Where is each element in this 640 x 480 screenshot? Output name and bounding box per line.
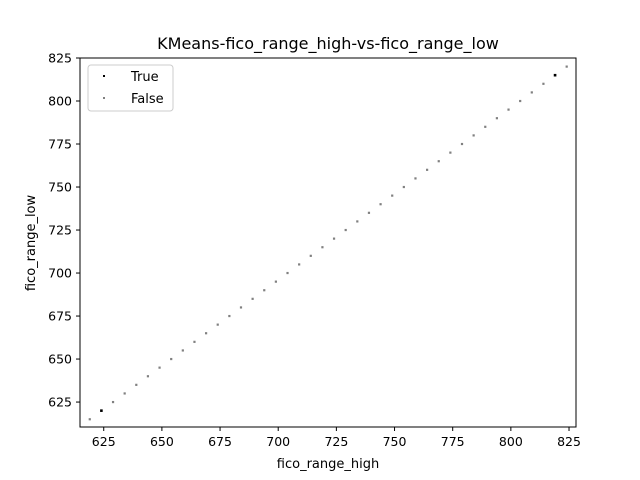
y-tick-label: 725: [48, 223, 72, 238]
y-axis-label: fico_range_low: [24, 194, 39, 291]
x-tick-label: 650: [150, 434, 174, 449]
y-tick-label: 650: [48, 352, 72, 367]
x-tick-label: 700: [266, 434, 290, 449]
data-point-false: [426, 168, 429, 171]
data-point-false: [379, 203, 382, 206]
legend: True False: [87, 64, 174, 112]
data-point-false: [88, 418, 91, 421]
data-point-true: [553, 73, 557, 77]
data-point-false: [507, 108, 510, 111]
data-point-false: [193, 340, 196, 343]
data-point-false: [135, 383, 138, 386]
x-tick-label: 750: [383, 434, 407, 449]
data-point-false: [460, 142, 464, 146]
data-point-false: [414, 177, 417, 180]
data-point-false: [449, 151, 452, 154]
data-point-false: [484, 125, 487, 128]
x-tick-label: 675: [208, 434, 232, 449]
data-point-false: [344, 228, 347, 232]
data-point-false: [146, 375, 150, 378]
data-point-false: [204, 332, 208, 335]
data-point-false: [402, 185, 405, 189]
data-point-false: [519, 99, 522, 103]
y-tick-label: 700: [48, 266, 72, 281]
data-point-false: [530, 91, 533, 94]
data-point-false: [472, 134, 475, 137]
x-axis-label: fico_range_high: [277, 457, 379, 472]
data-point-false: [367, 211, 371, 214]
x-tick-label: 775: [441, 434, 465, 449]
data-point-true: [100, 409, 103, 412]
data-point-false: [170, 357, 173, 361]
legend-label-true: True: [130, 70, 159, 85]
data-point-false: [274, 280, 277, 283]
legend-marker-false: [103, 97, 105, 99]
data-point-false: [356, 220, 359, 223]
data-point-false: [391, 194, 394, 197]
y-tick-label: 800: [48, 94, 72, 109]
data-point-false: [158, 366, 161, 369]
data-point-false: [251, 297, 254, 300]
x-tick-label: 825: [557, 434, 581, 449]
y-tick-label: 625: [48, 395, 72, 410]
y-tick-label: 675: [48, 309, 72, 324]
data-point-false: [332, 237, 336, 240]
data-point-false: [216, 323, 219, 326]
data-point-false: [111, 400, 115, 404]
legend-marker-true: [103, 75, 105, 77]
y-axis-ticks: 625 650 675 700 725 750 775 800 825: [48, 51, 80, 410]
data-point-false: [228, 314, 231, 318]
data-points: [88, 65, 568, 421]
data-point-false: [565, 65, 568, 68]
y-tick-label: 775: [48, 137, 72, 152]
data-point-false: [495, 117, 498, 120]
data-point-false: [298, 263, 301, 266]
data-point-false: [542, 82, 545, 85]
data-point-false: [286, 271, 289, 275]
data-point-false: [321, 246, 324, 249]
data-point-false: [123, 392, 126, 395]
x-tick-label: 725: [324, 434, 348, 449]
data-point-false: [309, 254, 312, 257]
legend-label-false: False: [131, 92, 164, 107]
data-point-false: [263, 289, 266, 292]
x-tick-label: 800: [499, 434, 523, 449]
legend-box: [87, 64, 174, 112]
y-tick-label: 825: [48, 51, 72, 66]
plot-area-frame: [79, 57, 577, 428]
y-tick-label: 750: [48, 180, 72, 195]
x-axis-ticks: 625 650 675 700 725 750 775 800 825: [92, 427, 581, 449]
data-point-false: [181, 349, 184, 352]
data-point-false: [437, 160, 440, 163]
data-point-false: [239, 306, 243, 309]
x-tick-label: 625: [92, 434, 116, 449]
chart-title: KMeans-fico_range_high-vs-fico_range_low: [157, 34, 499, 54]
